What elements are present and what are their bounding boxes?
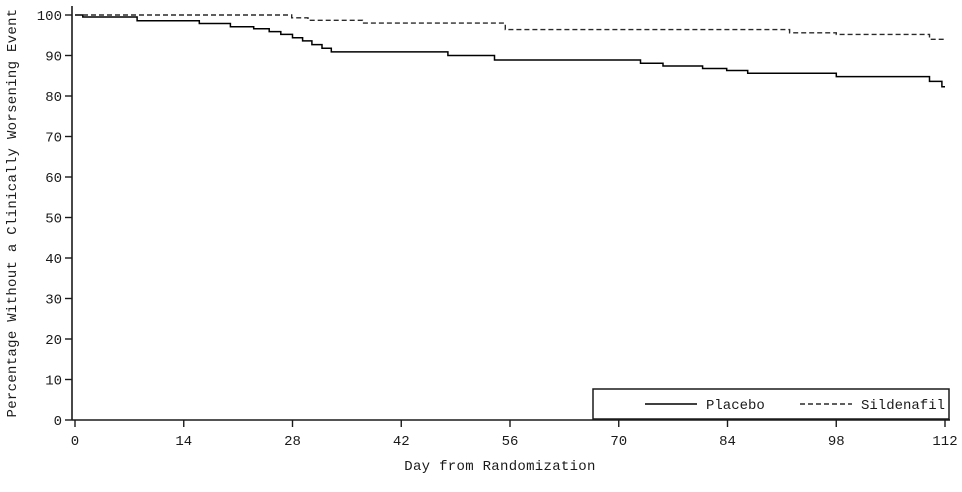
- y-tick-label-100: 100: [37, 9, 62, 25]
- x-tick-label-28: 28: [284, 434, 301, 450]
- x-tick-label-42: 42: [393, 434, 410, 450]
- y-tick-label-80: 80: [45, 90, 62, 106]
- y-tick-label-70: 70: [45, 131, 62, 147]
- survival-curves: [75, 14, 945, 88]
- x-tick-label-56: 56: [502, 434, 519, 450]
- legend-placebo-label: Placebo: [706, 398, 765, 414]
- x-tick-label-14: 14: [175, 434, 192, 450]
- y-tick-label-30: 30: [45, 293, 62, 309]
- x-tick-label-0: 0: [71, 434, 79, 450]
- y-axis-title: Percentage Without a Clinically Worsenin…: [5, 9, 21, 418]
- x-axis-title: Day from Randomization: [404, 459, 595, 475]
- y-tick-label-90: 90: [45, 50, 62, 66]
- x-tick-label-112: 112: [932, 434, 957, 450]
- y-tick-label-50: 50: [45, 212, 62, 228]
- y-tick-label-20: 20: [45, 333, 62, 349]
- legend-sildenafil-label: Sildenafil: [861, 398, 945, 414]
- y-tick-label-0: 0: [54, 414, 62, 430]
- x-tick-label-84: 84: [719, 434, 736, 450]
- y-tick-label-10: 10: [45, 374, 62, 390]
- sildenafil-curve: [75, 14, 945, 40]
- x-tick-label-70: 70: [610, 434, 627, 450]
- y-axis-ticks: 0 10 20 30 40 50 60 70 80 90 100: [37, 9, 72, 430]
- legend: Placebo Sildenafil: [592, 388, 950, 420]
- x-axis-ticks: 0 14 28 42 56 70 84 98 112: [71, 420, 958, 450]
- y-tick-label-40: 40: [45, 252, 62, 268]
- x-tick-label-98: 98: [828, 434, 845, 450]
- y-tick-label-60: 60: [45, 171, 62, 187]
- placebo-curve: [75, 14, 945, 88]
